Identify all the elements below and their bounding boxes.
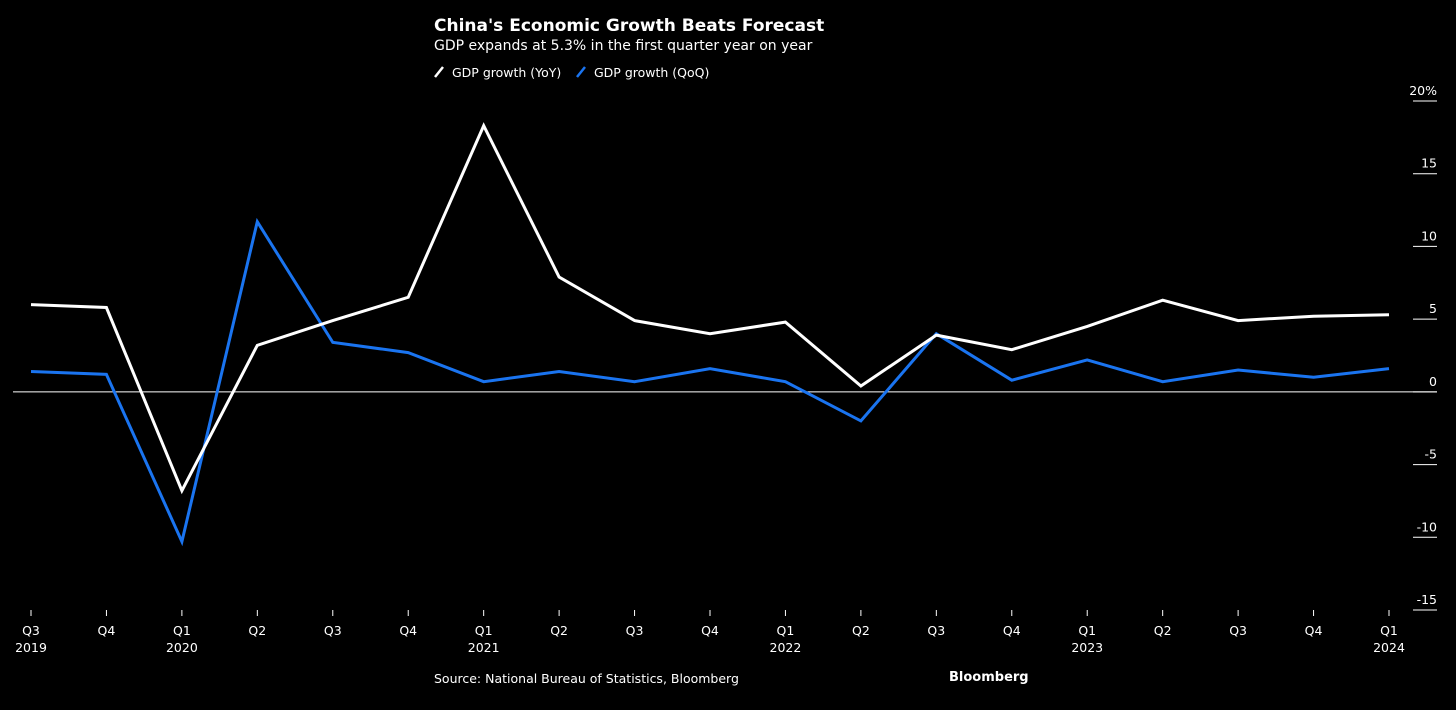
legend-swatch-qoq (576, 66, 586, 78)
source-note: Source: National Bureau of Statistics, B… (434, 671, 739, 686)
chart-subtitle: GDP expands at 5.3% in the first quarter… (434, 38, 813, 54)
x-tick-label-quarter: Q4 (1003, 623, 1021, 638)
series-line-yoy (30, 122, 1390, 495)
x-tick-label-year: 2021 (468, 640, 500, 655)
brand-logo: Bloomberg (949, 670, 1029, 685)
legend-swatch-yoy (434, 66, 444, 78)
x-tick-label-year: 2022 (770, 640, 802, 655)
legend-label-yoy: GDP growth (YoY) (452, 65, 561, 80)
x-tick-label-quarter: Q1 (777, 623, 795, 638)
x-tick-label-quarter: Q2 (1154, 623, 1172, 638)
y-tick-label: -10 (1417, 519, 1437, 534)
x-tick-label-quarter: Q1 (173, 623, 191, 638)
x-tick-label-quarter: Q3 (626, 623, 644, 638)
x-tick-label-quarter: Q2 (852, 623, 870, 638)
legend: GDP growth (YoY) GDP growth (QoQ) (434, 65, 709, 80)
y-tick-label: 0 (1429, 374, 1437, 389)
chart-title: China's Economic Growth Beats Forecast (434, 16, 824, 36)
x-tick-label-quarter: Q3 (927, 623, 945, 638)
x-tick-label-quarter: Q4 (399, 623, 417, 638)
x-tick-label-quarter: Q4 (701, 623, 719, 638)
x-tick-label-quarter: Q3 (1229, 623, 1247, 638)
y-tick-label: 5 (1429, 301, 1437, 316)
y-tick-label: 10 (1421, 228, 1437, 243)
y-tick-label: 15 (1421, 156, 1437, 171)
x-tick-label-quarter: Q3 (324, 623, 342, 638)
series-lines (30, 122, 1390, 547)
y-axis: 20% 15 10 5 0 -5 -10 -15 (1409, 83, 1437, 611)
series-line-qoq (30, 217, 1390, 547)
x-tick-label-quarter: Q2 (550, 623, 568, 638)
x-tick-label-quarter: Q3 (22, 623, 40, 638)
y-tick-label: -5 (1425, 447, 1437, 462)
x-axis: Q3 2019 Q4 Q1 2020 Q2 Q3 Q4 Q1 2021 Q2 Q3 Q4 Q1 2022 Q2… (15, 610, 1405, 655)
x-tick-label-quarter: Q1 (475, 623, 493, 638)
x-tick-label-quarter: Q2 (248, 623, 266, 638)
x-tick-label-year: 2019 (15, 640, 47, 655)
x-tick-label-quarter: Q1 (1078, 623, 1096, 638)
y-tick-label: 20% (1409, 83, 1437, 98)
x-tick-label-year: 2023 (1071, 640, 1103, 655)
x-tick-label-quarter: Q4 (1305, 623, 1323, 638)
legend-label-qoq: GDP growth (QoQ) (594, 65, 709, 80)
x-tick-label-quarter: Q4 (98, 623, 116, 638)
x-tick-label-year: 2024 (1373, 640, 1405, 655)
x-tick-label-quarter: Q1 (1380, 623, 1398, 638)
y-tick-label: -15 (1417, 592, 1437, 607)
x-tick-label-year: 2020 (166, 640, 198, 655)
